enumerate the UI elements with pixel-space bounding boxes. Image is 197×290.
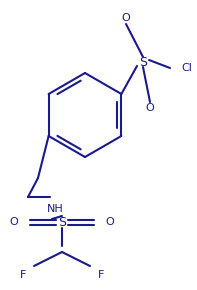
Text: O: O [122, 13, 130, 23]
Text: NH: NH [47, 204, 63, 214]
Text: O: O [10, 217, 18, 227]
Text: F: F [20, 270, 26, 280]
Text: O: O [106, 217, 114, 227]
Text: S: S [139, 55, 147, 68]
Text: S: S [58, 215, 66, 229]
Text: O: O [146, 103, 154, 113]
Text: Cl: Cl [181, 63, 192, 73]
Text: F: F [98, 270, 104, 280]
